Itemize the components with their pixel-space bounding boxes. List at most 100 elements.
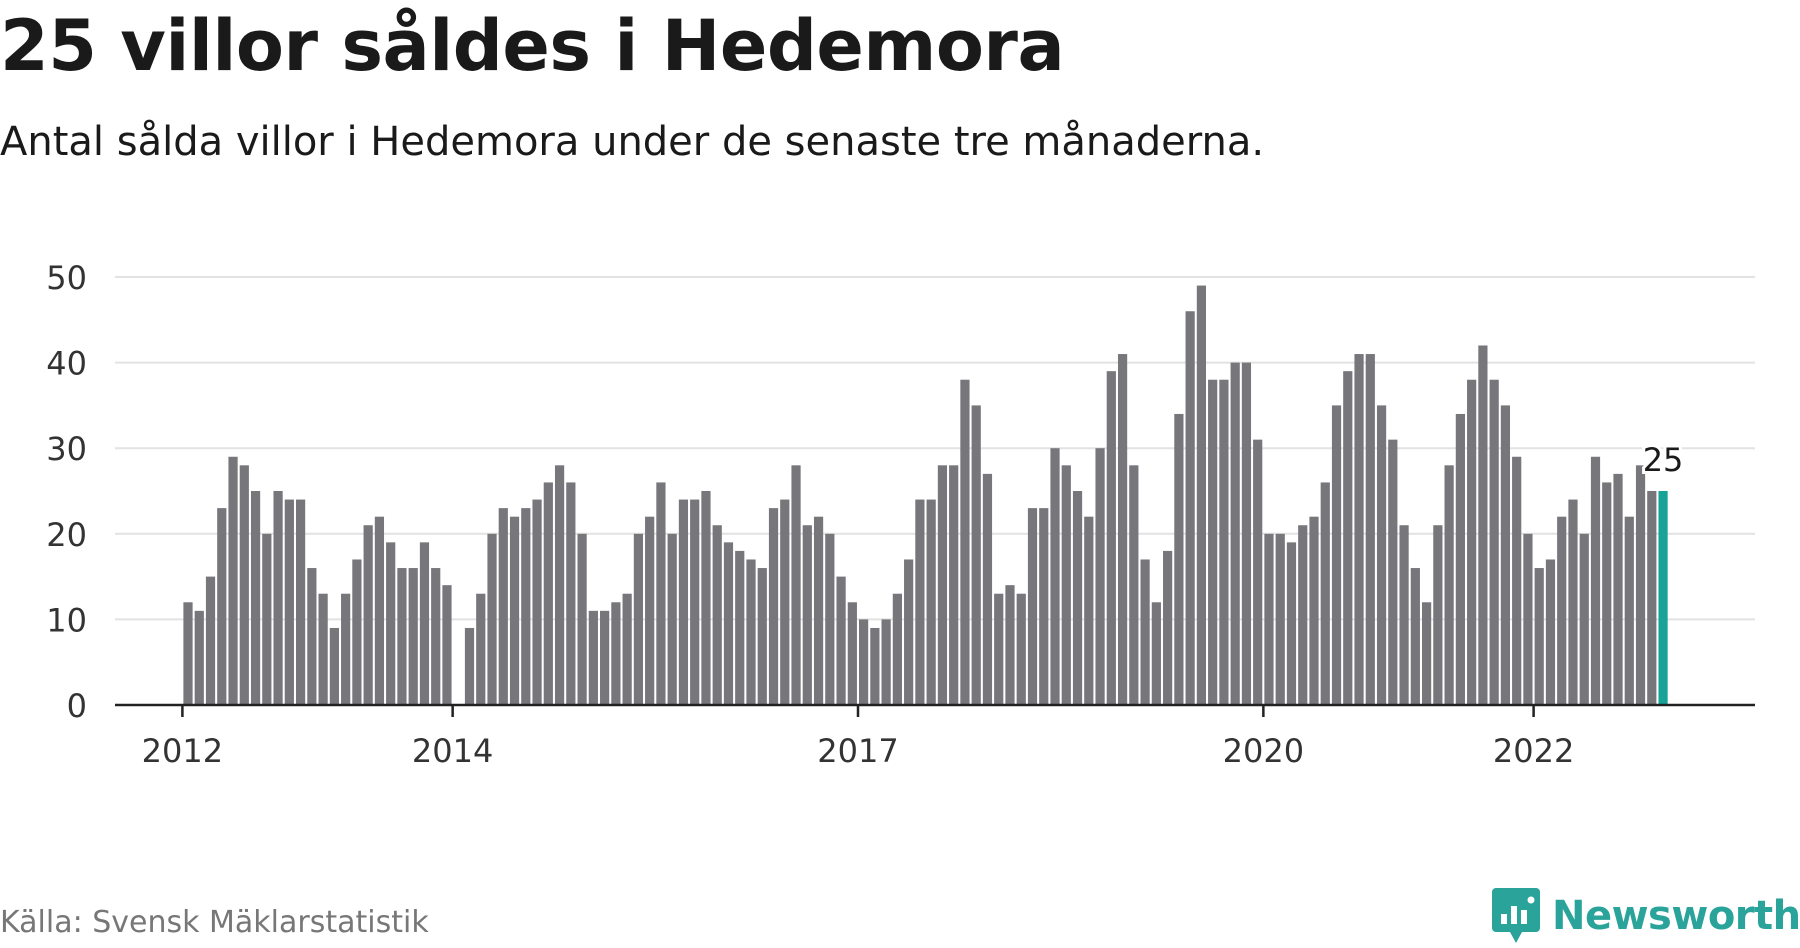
bar <box>1433 525 1443 705</box>
bar <box>1320 482 1330 705</box>
bars <box>183 285 1668 705</box>
source-credit: Källa: Svensk Mäklarstatistik <box>0 905 429 940</box>
bar <box>1163 550 1173 705</box>
bar <box>239 465 249 705</box>
x-tick-label: 2014 <box>412 732 493 770</box>
bar <box>1016 593 1026 705</box>
bar <box>949 465 959 705</box>
bar <box>1467 379 1477 705</box>
bar <box>746 559 756 705</box>
y-tick-label: 0 <box>67 687 87 725</box>
bar <box>701 491 711 705</box>
chart-subtitle: Antal sålda villor i Hedemora under de s… <box>0 119 1265 165</box>
bar <box>1647 491 1657 705</box>
bar <box>1106 371 1116 705</box>
bar <box>1219 379 1229 705</box>
bar <box>318 593 328 705</box>
bar <box>1489 379 1499 705</box>
x-axis: 2012 2014 2017 2020 2022 <box>115 703 1755 770</box>
bar <box>1084 516 1094 705</box>
bar <box>329 627 339 705</box>
bar <box>1129 465 1139 705</box>
bar <box>442 585 452 705</box>
bar <box>408 568 418 705</box>
bar <box>509 516 520 705</box>
bar <box>847 602 857 705</box>
x-tick-label: 2020 <box>1223 732 1304 770</box>
bar <box>566 482 576 705</box>
bar <box>915 499 925 705</box>
bar <box>791 465 801 705</box>
annotation: 25 <box>1640 438 1687 482</box>
bar <box>645 516 655 705</box>
bar <box>273 491 283 705</box>
bar <box>937 465 948 705</box>
bar <box>464 627 475 705</box>
bar <box>543 482 553 705</box>
bar <box>1309 516 1319 705</box>
bar <box>735 550 745 705</box>
bar <box>881 619 891 705</box>
bar <box>205 576 216 705</box>
y-tick-label: 40 <box>46 345 87 383</box>
bar <box>1072 491 1083 705</box>
bar <box>892 593 902 705</box>
bar <box>768 508 779 705</box>
bar <box>656 482 666 705</box>
bar <box>228 456 238 705</box>
bar <box>1253 439 1263 705</box>
bar <box>194 610 204 705</box>
bar <box>994 593 1004 705</box>
bar <box>1286 542 1297 705</box>
bar <box>1444 465 1454 705</box>
newsworthy-logo: Newsworthy <box>1492 888 1800 944</box>
bar <box>1331 405 1342 705</box>
bar <box>521 508 531 705</box>
bar <box>262 533 272 705</box>
chart-title: 25 villor såldes i Hedemora <box>0 5 1065 87</box>
x-tick-label: 2022 <box>1493 732 1574 770</box>
bar <box>1523 533 1533 705</box>
bar <box>982 473 993 705</box>
bar <box>971 405 981 705</box>
bar <box>802 525 812 705</box>
highlight-bar <box>1658 491 1668 705</box>
bar <box>1376 405 1387 705</box>
bar <box>1140 559 1150 705</box>
bar <box>1635 465 1646 705</box>
bar <box>386 542 396 705</box>
bar <box>712 525 722 705</box>
bar <box>723 542 734 705</box>
bar <box>1590 456 1601 705</box>
bar <box>757 568 767 705</box>
x-tick-label: 2012 <box>142 732 223 770</box>
bar <box>487 533 497 705</box>
bar <box>1208 379 1218 705</box>
bar <box>374 516 385 705</box>
bar <box>1050 448 1060 705</box>
bar <box>1568 499 1578 705</box>
newsworthy-logo-icon <box>1492 888 1540 943</box>
bar <box>476 593 486 705</box>
bar <box>1545 559 1556 705</box>
bar <box>1095 448 1105 705</box>
bar <box>1196 285 1206 705</box>
y-tick-label: 20 <box>46 516 87 554</box>
brand-name: Newsworthy <box>1552 893 1800 939</box>
bar <box>554 465 565 705</box>
x-tick-label: 2017 <box>817 732 898 770</box>
bar <box>1275 533 1285 705</box>
y-tick-label: 50 <box>46 259 87 297</box>
bar <box>1500 405 1511 705</box>
bar <box>532 499 542 705</box>
bar <box>622 593 632 705</box>
bar <box>284 499 294 705</box>
bar <box>352 559 362 705</box>
bar <box>431 568 441 705</box>
bar <box>1557 516 1567 705</box>
bar <box>960 379 970 705</box>
bar <box>1241 362 1252 705</box>
bar <box>296 499 306 705</box>
bar <box>1027 508 1038 705</box>
y-tick-label: 30 <box>46 430 87 468</box>
